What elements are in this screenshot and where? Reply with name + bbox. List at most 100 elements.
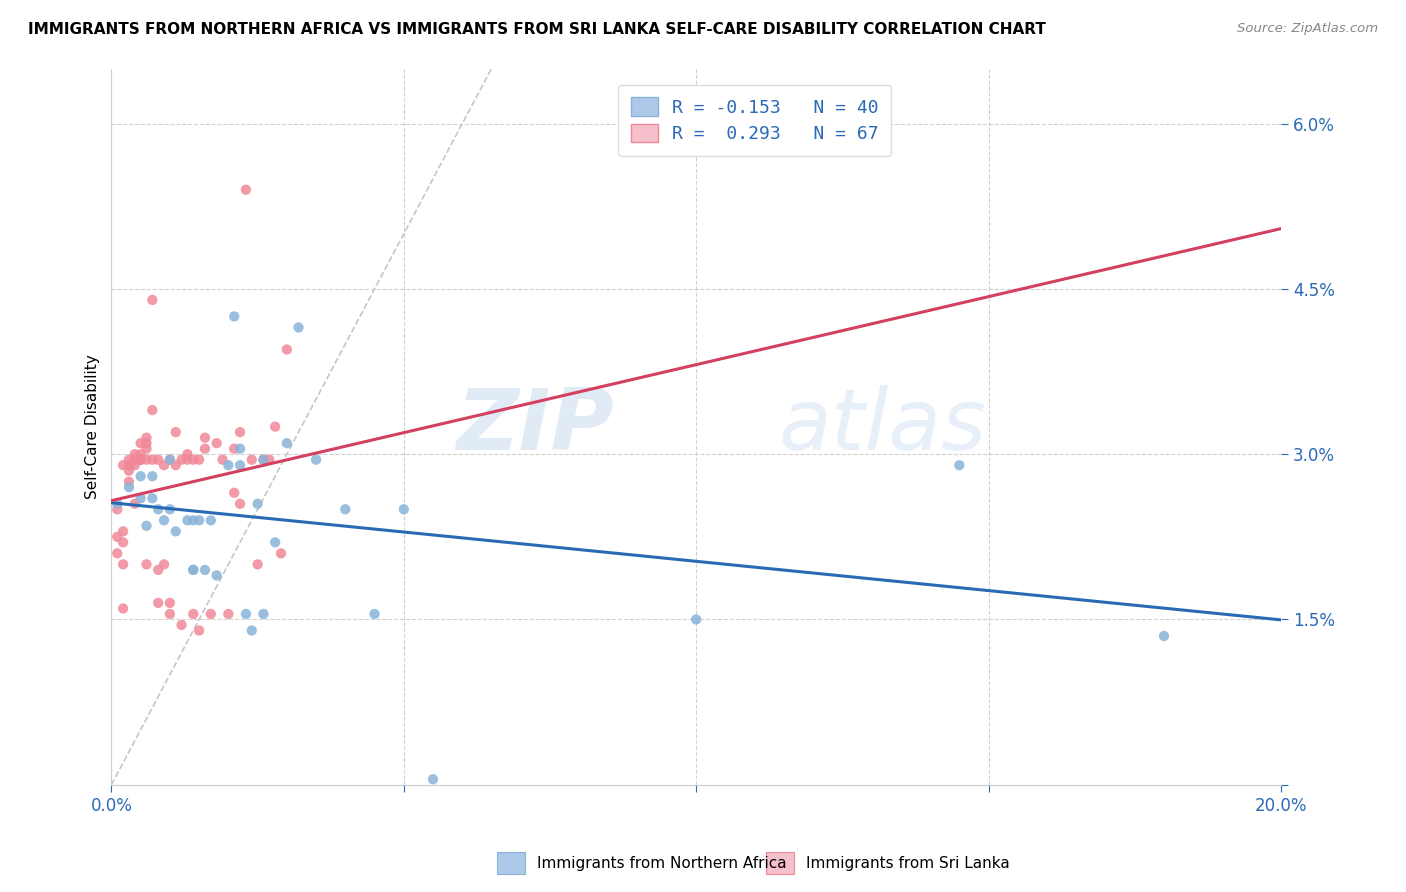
Point (224, 485, 246, 500)
Point (194, 431, 217, 445)
Text: atlas: atlas (778, 385, 986, 468)
Point (224, 310, 246, 324)
Point (135, 452, 157, 467)
Point (141, 403, 163, 417)
Point (270, 546, 292, 560)
Point (181, 607, 204, 621)
Point (188, 624, 211, 638)
Point (948, 458, 970, 473)
Point (148, 596, 170, 610)
Point (264, 419, 287, 434)
Point (235, 183, 257, 197)
Point (165, 458, 187, 473)
Point (363, 607, 385, 621)
Point (165, 425, 187, 439)
Point (246, 558, 269, 572)
Point (259, 452, 281, 467)
Point (159, 452, 181, 467)
Point (135, 442, 157, 456)
Point (229, 458, 252, 473)
Point (105, 530, 128, 544)
Point (153, 558, 176, 572)
Point (235, 607, 257, 621)
Point (118, 464, 141, 478)
Point (105, 497, 128, 511)
Point (264, 535, 287, 549)
Point (112, 524, 135, 539)
Point (685, 612, 707, 626)
Point (217, 458, 239, 473)
Text: ZIP: ZIP (457, 385, 614, 468)
Point (135, 558, 157, 572)
Point (217, 607, 239, 621)
Point (194, 563, 217, 577)
Point (1153, 629, 1175, 643)
Point (188, 452, 211, 467)
Point (229, 442, 252, 456)
Point (124, 452, 146, 467)
Point (229, 425, 252, 439)
Point (422, 772, 444, 787)
Point (141, 293, 163, 307)
Point (224, 442, 246, 456)
Point (246, 497, 269, 511)
Point (200, 513, 222, 527)
Point (129, 436, 152, 450)
Point (112, 458, 135, 473)
Point (252, 607, 274, 621)
Point (252, 452, 274, 467)
Point (211, 452, 233, 467)
Point (105, 502, 128, 516)
Point (135, 431, 157, 445)
Text: Immigrants from Northern Africa: Immigrants from Northern Africa (537, 855, 786, 871)
Point (181, 513, 204, 527)
Point (148, 502, 170, 516)
Text: Source: ZipAtlas.com: Source: ZipAtlas.com (1237, 22, 1378, 36)
Text: IMMIGRANTS FROM NORTHERN AFRICA VS IMMIGRANTS FROM SRI LANKA SELF-CARE DISABILIT: IMMIGRANTS FROM NORTHERN AFRICA VS IMMIG… (28, 22, 1046, 37)
Point (159, 596, 181, 610)
Point (335, 502, 357, 516)
Point (118, 480, 141, 494)
Point (170, 452, 193, 467)
Point (141, 491, 163, 506)
Point (124, 447, 146, 461)
Point (129, 447, 152, 461)
Y-axis label: Self-Care Disability: Self-Care Disability (86, 354, 100, 499)
Point (118, 475, 141, 489)
Point (392, 502, 415, 516)
Point (176, 513, 198, 527)
Point (112, 558, 135, 572)
Point (176, 452, 198, 467)
Point (141, 469, 163, 483)
Point (181, 563, 204, 577)
Point (148, 563, 170, 577)
Point (124, 452, 146, 467)
Point (240, 624, 263, 638)
Point (124, 458, 146, 473)
Point (129, 469, 152, 483)
Point (252, 452, 274, 467)
Point (153, 513, 176, 527)
Point (118, 458, 141, 473)
Point (305, 452, 328, 467)
Point (240, 452, 263, 467)
Point (153, 458, 176, 473)
Legend: R = -0.153   N = 40, R =  0.293   N = 67: R = -0.153 N = 40, R = 0.293 N = 67 (619, 85, 891, 156)
Point (112, 601, 135, 615)
Point (229, 497, 252, 511)
Point (129, 491, 152, 506)
Point (181, 452, 204, 467)
Point (287, 320, 309, 334)
Point (165, 524, 187, 539)
Point (159, 502, 181, 516)
Point (105, 546, 128, 560)
Text: Immigrants from Sri Lanka: Immigrants from Sri Lanka (806, 855, 1010, 871)
Point (170, 618, 193, 632)
Point (194, 442, 217, 456)
Point (188, 513, 211, 527)
Point (129, 452, 152, 467)
Point (124, 497, 146, 511)
Point (181, 563, 204, 577)
Point (205, 436, 228, 450)
Point (129, 452, 152, 467)
